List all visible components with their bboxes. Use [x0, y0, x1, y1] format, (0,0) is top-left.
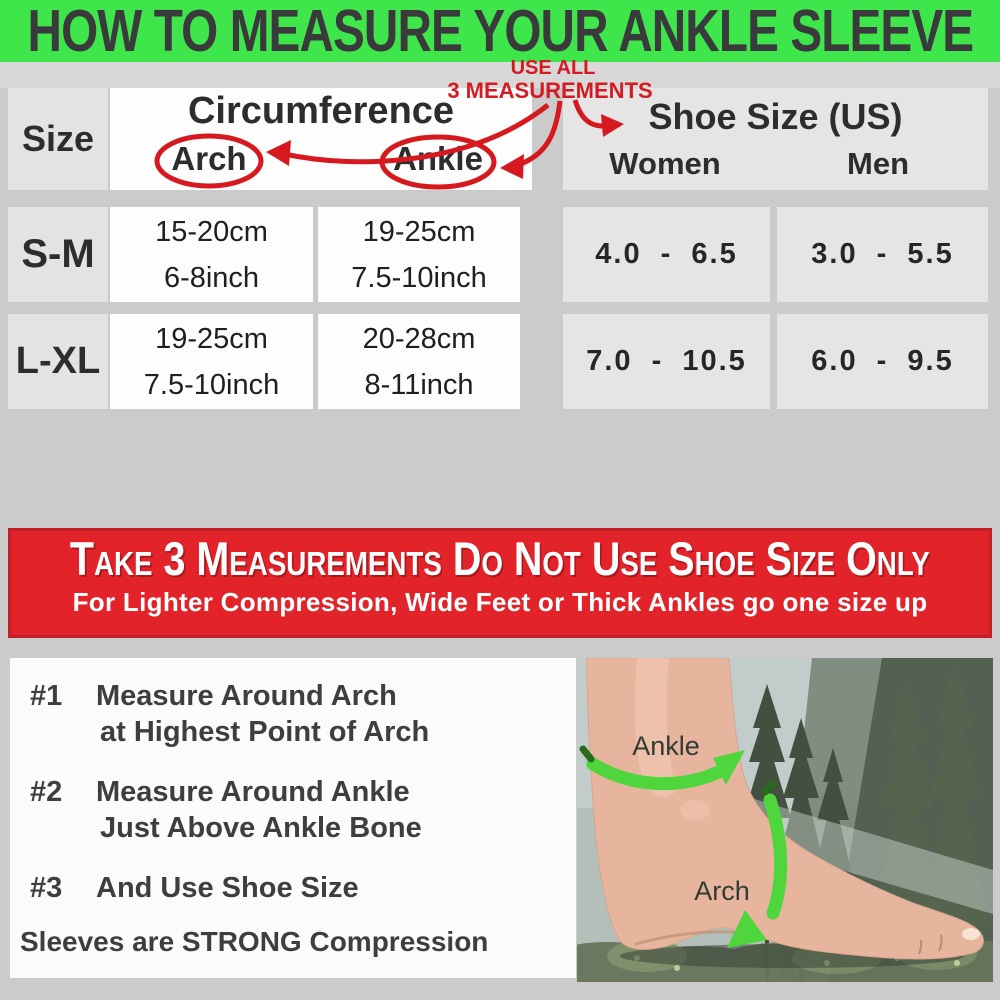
- ankle-bone-highlight: [680, 800, 710, 820]
- ankle-arrow-tail-icon: [579, 745, 595, 763]
- arch-measure-arrow-icon: [763, 793, 788, 920]
- shin-highlight: [634, 658, 676, 798]
- sm-ankle-cell: 19-25cm 7.5-10inch: [318, 207, 520, 302]
- women-subheader: Women: [609, 146, 721, 181]
- foot-photo: Ankle Arch: [577, 658, 993, 982]
- lxl-arch-inch: 7.5-10inch: [143, 369, 280, 401]
- warning-subtitle: For Lighter Compression, Wide Feet or Th…: [72, 586, 928, 617]
- sm-arch-cm: 15-20cm: [155, 216, 268, 248]
- lxl-men-cell: 6.0 - 9.5: [777, 314, 988, 409]
- men-subheader: Men: [847, 146, 909, 181]
- photo-ankle-label: Ankle: [632, 731, 700, 761]
- step1-number: #1: [30, 680, 63, 712]
- step1-line1: Measure Around Arch: [96, 680, 397, 712]
- ankle-measure-arrow-icon: [586, 757, 730, 791]
- sm-arch-cell: 15-20cm 6-8inch: [110, 207, 313, 302]
- step3-line1: And Use Shoe Size: [96, 872, 359, 904]
- row-size-sm: S-M: [8, 207, 108, 302]
- sm-men-cell: 3.0 - 5.5: [777, 207, 988, 302]
- lxl-ankle-cm: 20-28cm: [362, 323, 476, 355]
- header-gap: [0, 62, 1000, 88]
- step1-line2: at Highest Point of Arch: [100, 716, 430, 748]
- ankle-subheader: Ankle: [393, 140, 483, 177]
- toenail: [962, 928, 980, 940]
- lxl-arch-cell: 19-25cm 7.5-10inch: [110, 314, 313, 409]
- col-header-size: Size: [8, 88, 108, 190]
- annotation-3-measurements: 3 MEASUREMENTS: [447, 78, 653, 103]
- sm-ankle-inch: 7.5-10inch: [351, 262, 487, 294]
- shoe-size-header: Shoe Size (US): [648, 96, 903, 137]
- foot-shape: [586, 658, 984, 960]
- mist-band: [717, 788, 993, 914]
- instructions-panel: #1 Measure Around Arch at Highest Point …: [10, 658, 576, 978]
- step2-number: #2: [30, 776, 63, 808]
- compression-note: Sleeves are STRONG Compression: [20, 926, 489, 957]
- lxl-ankle-cell: 20-28cm 8-11inch: [318, 314, 520, 409]
- toe-creases: [918, 934, 943, 955]
- annotation-use-all: USE ALL: [510, 57, 596, 79]
- top-banner: HOW TO MEASURE YOUR ANKLE SLEEVE: [0, 0, 1000, 65]
- sm-women-cell: 4.0 - 6.5: [563, 207, 770, 302]
- photo-arch-label: Arch: [694, 876, 750, 906]
- lxl-ankle-inch: 8-11inch: [364, 369, 474, 401]
- step2-line1: Measure Around Ankle: [96, 776, 410, 808]
- col-header-shoe-cell: Shoe Size (US) Women Men: [563, 88, 988, 190]
- arch-underside-shade: [634, 930, 743, 946]
- row-size-lxl: L-XL: [8, 314, 108, 409]
- step2-line2: Just Above Ankle Bone: [100, 812, 422, 844]
- lxl-women-cell: 7.0 - 10.5: [563, 314, 770, 409]
- page-title: HOW TO MEASURE YOUR ANKLE SLEEVE: [27, 0, 974, 65]
- step3-number: #3: [30, 872, 63, 904]
- arch-arrow-head-icon: [727, 910, 767, 948]
- lxl-arch-cm: 19-25cm: [155, 323, 268, 355]
- warning-banner: Take 3 Measurements Do Not Use Shoe Size…: [8, 528, 992, 638]
- warning-title: Take 3 Measurements Do Not Use Shoe Size…: [70, 532, 930, 585]
- ankle-arrow-head-icon: [713, 750, 745, 785]
- arch-arrow-tail-icon: [761, 780, 777, 796]
- arch-subheader: Arch: [171, 140, 247, 177]
- sm-ankle-cm: 19-25cm: [362, 216, 476, 248]
- sm-arch-inch: 6-8inch: [163, 262, 260, 294]
